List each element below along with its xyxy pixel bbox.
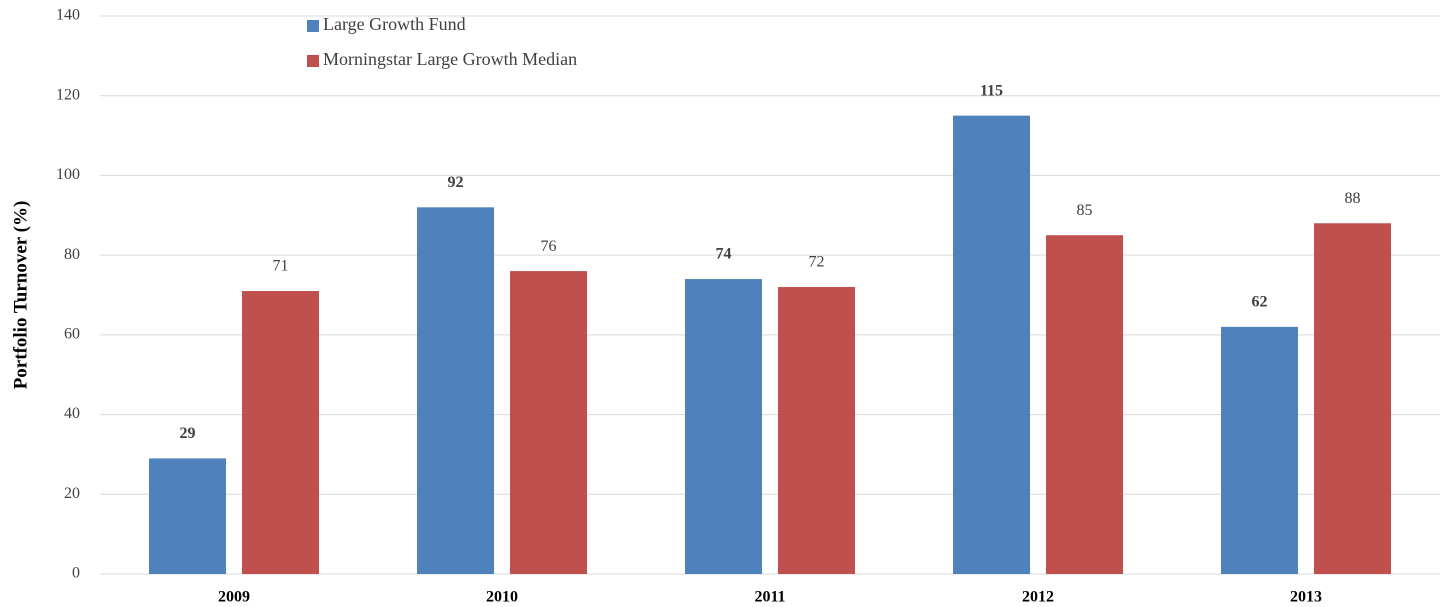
bar <box>242 291 319 574</box>
y-tick-label: 20 <box>64 485 80 502</box>
x-tick-label: 2013 <box>1290 589 1322 606</box>
data-label: 72 <box>809 254 825 271</box>
bar <box>1221 326 1298 574</box>
data-label: 115 <box>980 82 1003 99</box>
data-label: 88 <box>1345 190 1361 207</box>
bar <box>417 207 494 575</box>
bar <box>510 271 587 574</box>
x-tick-label: 2009 <box>218 589 250 606</box>
data-label: 76 <box>541 238 557 255</box>
y-tick-label: 80 <box>64 246 80 263</box>
bar <box>1046 235 1123 574</box>
y-tick-label: 0 <box>72 565 80 582</box>
y-tick-label: 140 <box>56 7 80 24</box>
data-label: 62 <box>1252 294 1268 311</box>
y-tick-label: 100 <box>56 166 80 183</box>
legend-label: Morningstar Large Growth Median <box>323 49 577 69</box>
y-axis-label: Portfolio Turnover (%) <box>10 201 31 390</box>
bar <box>778 287 855 574</box>
bar <box>685 279 762 574</box>
data-label: 85 <box>1077 202 1093 219</box>
x-tick-label: 2011 <box>754 589 785 606</box>
data-label: 74 <box>716 246 732 263</box>
y-tick-label: 60 <box>64 326 80 343</box>
x-tick-label: 2010 <box>486 589 518 606</box>
bar <box>149 458 226 574</box>
y-tick-label: 120 <box>56 86 80 103</box>
bar <box>953 115 1030 575</box>
legend-label: Large Growth Fund <box>323 14 466 34</box>
y-tick-label: 40 <box>64 405 80 422</box>
data-label: 29 <box>180 425 196 442</box>
x-tick-label: 2012 <box>1022 589 1054 606</box>
data-label: 92 <box>448 174 464 191</box>
legend-swatch <box>307 55 319 67</box>
data-label: 71 <box>273 258 289 275</box>
legend-swatch <box>307 20 319 32</box>
bar <box>1314 223 1391 574</box>
